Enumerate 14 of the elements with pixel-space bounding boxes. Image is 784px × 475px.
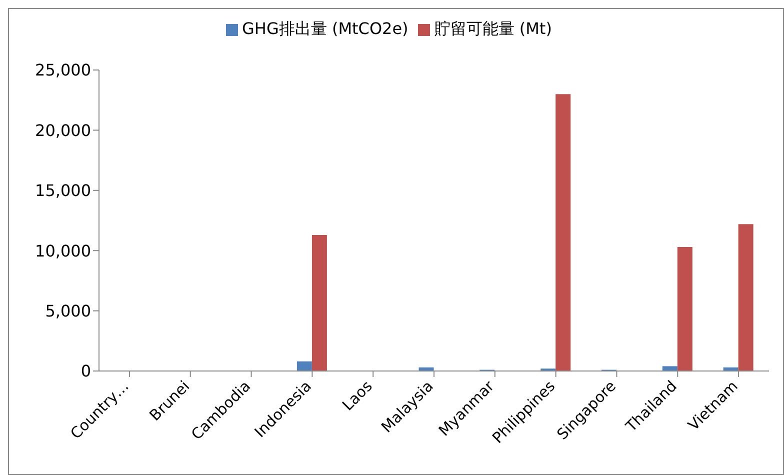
legend-label: 貯留可能量 (Mt) [434,19,552,38]
legend-label: GHG排出量 (MtCO2e) [242,19,408,38]
bar [312,234,327,371]
bar [662,366,678,371]
y-tick-label: 10,000 [35,241,91,260]
bar [677,246,692,371]
y-tick-label: 20,000 [35,120,91,140]
y-tick-label: 5,000 [45,301,91,320]
bar [296,361,312,371]
y-tick-label: 25,000 [35,60,91,80]
y-tick-label: 0 [80,362,91,381]
bar [738,224,754,371]
bar [556,94,571,371]
y-tick-label: 15,000 [35,181,91,200]
